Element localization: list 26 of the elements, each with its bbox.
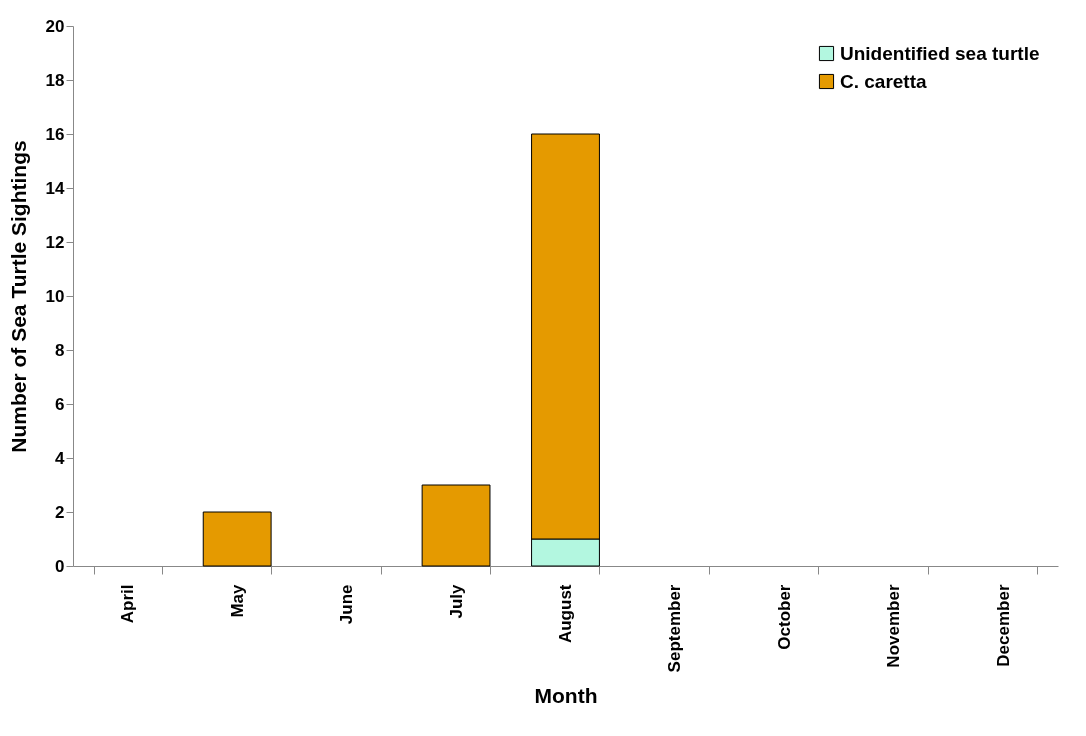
legend-label: Unidentified sea turtle (840, 42, 1040, 64)
bar (421, 484, 491, 567)
x-axis-title: Month (534, 684, 598, 708)
x-tick-label: October (774, 584, 794, 650)
y-tick-label: 4 (55, 448, 66, 468)
x-tick-label: November (884, 584, 904, 668)
x-tick-label: September (665, 584, 685, 673)
x-tick-label: December (993, 584, 1013, 667)
x-tick-label: May (227, 583, 247, 618)
x-tick-label: April (118, 584, 138, 624)
y-tick-label: 14 (45, 178, 66, 198)
y-tick-label: 6 (55, 394, 65, 414)
bar (202, 511, 272, 567)
y-tick-label: 20 (45, 16, 65, 36)
y-axis-title: Number of Sea Turtle Sightings (6, 140, 30, 453)
x-tick-label: June (337, 584, 357, 625)
x-tick-label: July (446, 583, 466, 619)
y-tick-label: 10 (45, 286, 65, 306)
y-tick-label: 8 (55, 340, 65, 360)
y-tick-label: 12 (45, 232, 65, 252)
y-tick-label: 18 (45, 70, 65, 90)
x-tick-label: August (556, 584, 575, 644)
y-tick-label: 0 (55, 556, 65, 576)
y-tick-label: 16 (45, 124, 65, 144)
y-tick-label: 2 (55, 502, 65, 522)
legend-label: C. caretta (840, 70, 928, 92)
